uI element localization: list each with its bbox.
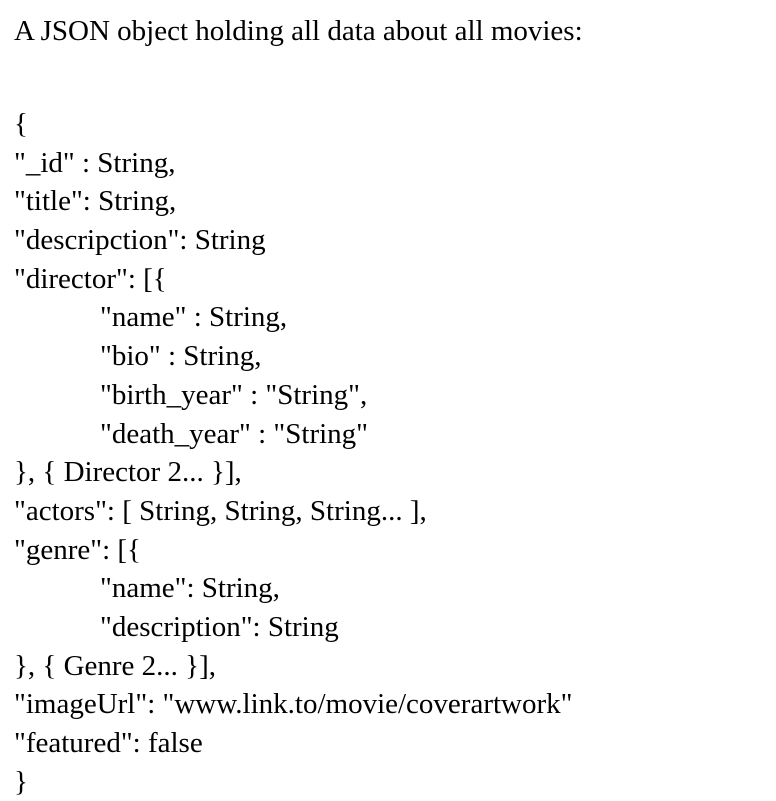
schema-line: }, { Genre 2... }], bbox=[14, 649, 217, 682]
schema-line: "_id" : String, bbox=[14, 146, 176, 179]
schema-line: }, { Director 2... }], bbox=[14, 456, 242, 489]
schema-line: } bbox=[14, 765, 28, 798]
schema-line: "genre": [{ bbox=[14, 533, 141, 566]
schema-line: "title": String, bbox=[14, 185, 177, 218]
schema-line: "actors": [ String, String, String... ], bbox=[14, 494, 427, 527]
json-schema-block: { "_id" : String, "title": String, "descrip… bbox=[14, 105, 572, 801]
schema-line: "descripction": String bbox=[14, 224, 266, 257]
schema-line: "birth_year" : "String", bbox=[100, 378, 368, 411]
schema-line: "bio" : String, bbox=[100, 340, 262, 373]
schema-line: "name": String, bbox=[100, 572, 280, 605]
schema-line: "director": [{ bbox=[14, 262, 167, 295]
schema-line: "imageUrl": "www.link.to/movie/coverartw… bbox=[14, 688, 573, 721]
schema-line: { bbox=[14, 108, 28, 140]
schema-line: "death_year" : "String" bbox=[100, 417, 369, 450]
intro-text: A JSON object holding all data about all… bbox=[14, 15, 583, 47]
schema-line: "description": String bbox=[100, 610, 339, 643]
schema-line: "featured": false bbox=[14, 727, 203, 759]
schema-line: "name" : String, bbox=[100, 301, 288, 334]
